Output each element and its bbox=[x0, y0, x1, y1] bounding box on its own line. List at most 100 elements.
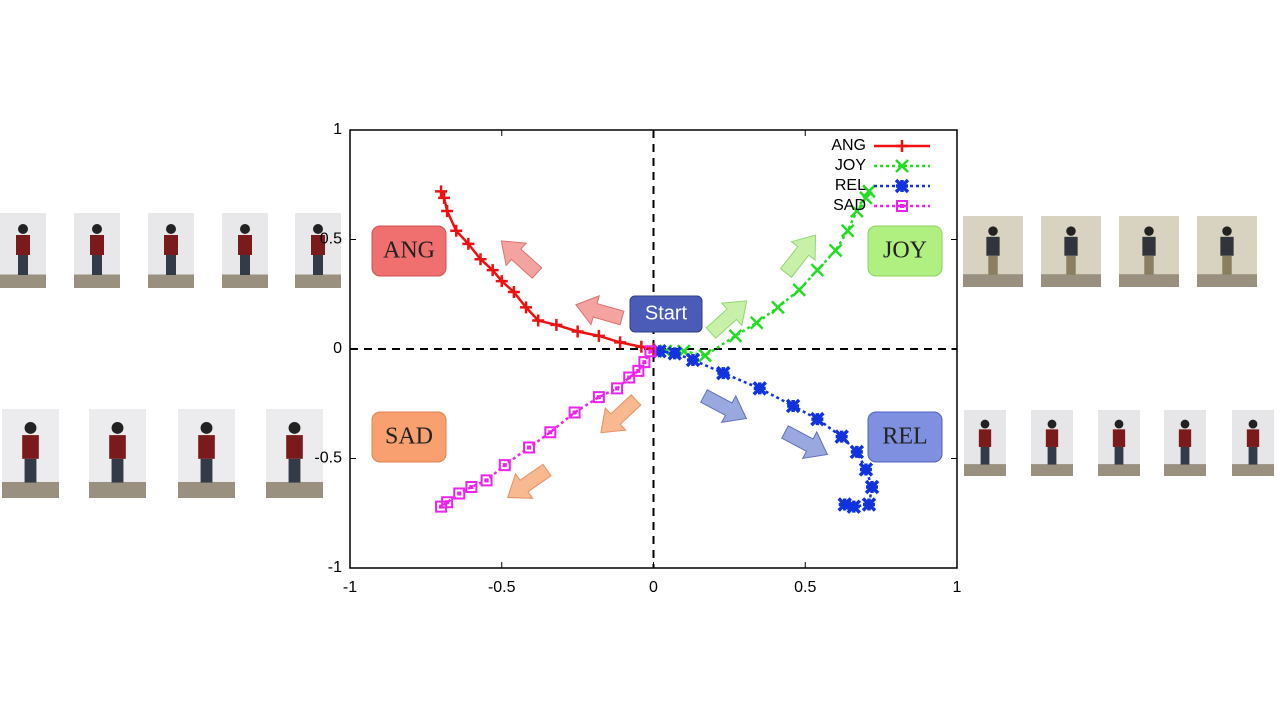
marker bbox=[623, 371, 636, 384]
marker bbox=[771, 300, 785, 315]
y-tick-label: 0.5 bbox=[320, 231, 342, 248]
floor bbox=[178, 481, 235, 498]
marker bbox=[592, 329, 605, 342]
head bbox=[200, 422, 213, 434]
marker bbox=[728, 328, 743, 343]
marker bbox=[474, 253, 487, 266]
marker bbox=[864, 479, 880, 495]
torso bbox=[311, 235, 325, 255]
floor bbox=[266, 481, 323, 498]
marker bbox=[837, 497, 852, 512]
floor bbox=[222, 274, 268, 288]
torso bbox=[1142, 236, 1156, 256]
arrow bbox=[781, 425, 829, 460]
x-tick-label: 1 bbox=[953, 579, 962, 596]
legs bbox=[313, 255, 323, 275]
head bbox=[1222, 226, 1232, 236]
legend-marker bbox=[896, 140, 908, 152]
y-tick-label: 0 bbox=[333, 340, 342, 357]
photos bbox=[0, 213, 1274, 498]
x-tick-label: 0 bbox=[649, 579, 658, 596]
head bbox=[313, 224, 323, 234]
marker bbox=[698, 348, 712, 363]
arrow bbox=[575, 295, 625, 326]
marker bbox=[792, 282, 807, 297]
marker bbox=[568, 406, 581, 419]
marker bbox=[507, 286, 520, 299]
marker bbox=[571, 325, 584, 338]
floor bbox=[964, 464, 1006, 476]
marker bbox=[611, 382, 624, 395]
torso bbox=[1178, 429, 1192, 447]
head bbox=[988, 226, 998, 236]
head bbox=[92, 224, 102, 234]
y-tick-label: -1 bbox=[328, 559, 342, 576]
marker bbox=[520, 301, 533, 314]
floor bbox=[2, 481, 59, 498]
marker bbox=[435, 500, 448, 513]
marker bbox=[441, 205, 454, 218]
annotation: REL bbox=[882, 424, 927, 450]
floor bbox=[963, 274, 1023, 287]
legs bbox=[240, 255, 250, 275]
head bbox=[18, 224, 28, 234]
x-tick-label: 0.5 bbox=[794, 579, 816, 596]
photo bbox=[1197, 216, 1257, 287]
marker bbox=[498, 459, 511, 472]
legend-label: ANG bbox=[831, 137, 866, 154]
marker bbox=[862, 184, 876, 199]
marker bbox=[550, 318, 563, 331]
head bbox=[288, 422, 301, 434]
floor bbox=[1197, 274, 1257, 287]
arrow bbox=[705, 300, 748, 339]
marker bbox=[840, 223, 855, 238]
marker bbox=[849, 444, 865, 460]
photo bbox=[1164, 410, 1206, 476]
floor bbox=[74, 274, 120, 288]
marker bbox=[462, 237, 475, 250]
legs bbox=[1248, 446, 1258, 465]
head bbox=[1066, 226, 1076, 236]
y-tick-label: -0.5 bbox=[314, 450, 342, 467]
torso bbox=[90, 235, 104, 255]
torso bbox=[978, 429, 992, 447]
annotation: Start bbox=[645, 302, 688, 324]
photo bbox=[74, 213, 120, 288]
arrow bbox=[506, 463, 552, 499]
legend-label: REL bbox=[835, 177, 866, 194]
floor bbox=[1031, 464, 1073, 476]
photo bbox=[1041, 216, 1101, 287]
x-tick-label: -1 bbox=[343, 579, 357, 596]
torso bbox=[1064, 236, 1078, 256]
photo bbox=[2, 409, 59, 498]
marker bbox=[810, 411, 825, 427]
legend-marker bbox=[894, 178, 910, 194]
photo bbox=[1031, 410, 1073, 476]
photo bbox=[1232, 410, 1274, 476]
legs bbox=[24, 458, 37, 483]
head bbox=[1144, 226, 1154, 236]
floor bbox=[1119, 274, 1179, 287]
marker bbox=[438, 191, 451, 204]
torso bbox=[1246, 429, 1260, 447]
marker bbox=[495, 275, 508, 288]
photo bbox=[148, 213, 194, 288]
marker bbox=[749, 315, 764, 330]
marker bbox=[834, 429, 849, 444]
marker bbox=[465, 480, 478, 493]
torso bbox=[1045, 429, 1059, 447]
floor bbox=[1098, 464, 1140, 476]
legs bbox=[1144, 255, 1154, 275]
head bbox=[1180, 419, 1190, 429]
marker bbox=[486, 264, 499, 277]
legs bbox=[1047, 446, 1057, 465]
marker bbox=[652, 343, 667, 359]
arrow bbox=[779, 234, 817, 279]
torso bbox=[986, 236, 1000, 256]
legs bbox=[980, 446, 990, 465]
marker bbox=[828, 243, 843, 258]
torso bbox=[286, 435, 303, 459]
floor bbox=[295, 274, 341, 288]
marker bbox=[523, 441, 536, 454]
legend-label: SAD bbox=[833, 197, 866, 214]
